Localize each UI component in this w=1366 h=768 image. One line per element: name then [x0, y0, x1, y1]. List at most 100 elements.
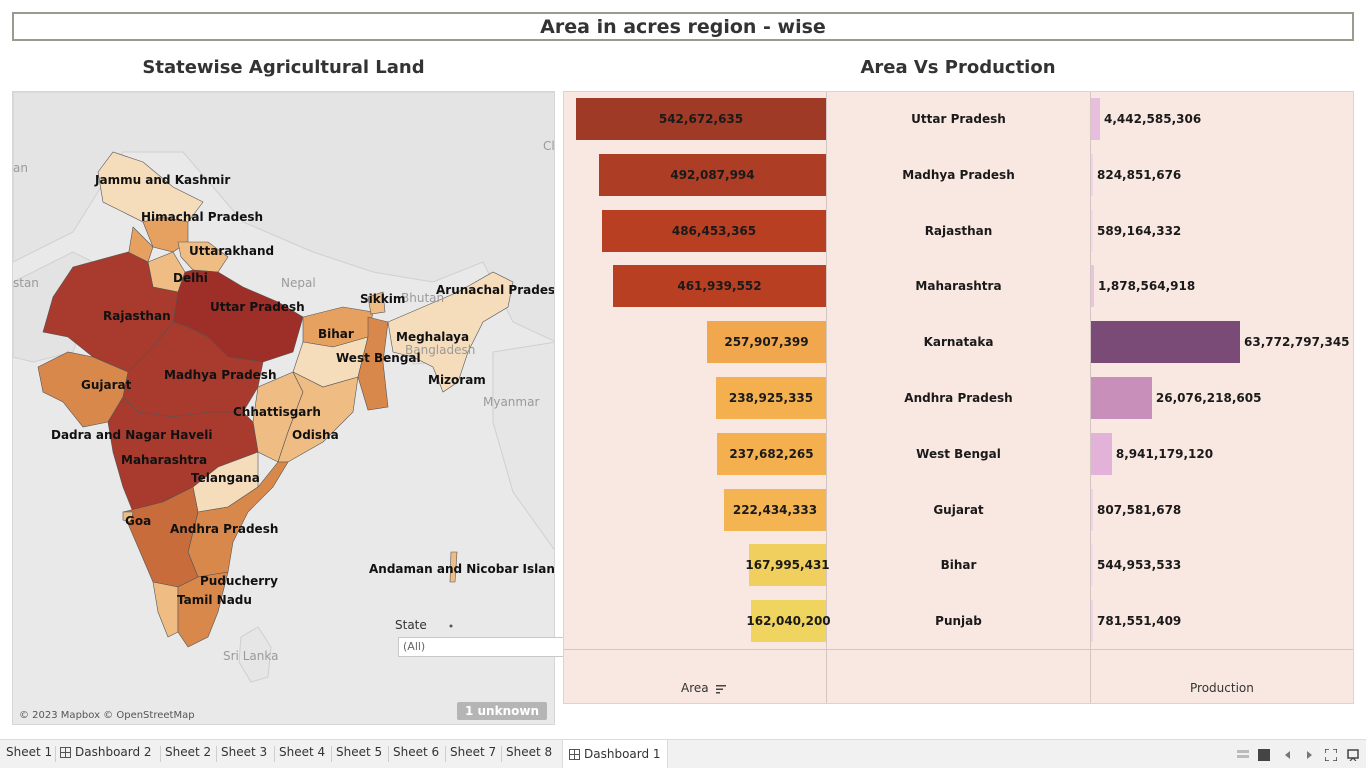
production-bar[interactable]	[1091, 377, 1152, 419]
label-bihar: Bihar	[318, 327, 354, 341]
state-row-label[interactable]: Bihar	[940, 558, 977, 573]
production-bar[interactable]	[1091, 488, 1093, 531]
tab-sheet-8[interactable]: Sheet 8	[506, 745, 552, 759]
label-puducherry: Puducherry	[200, 574, 278, 588]
area-value-label: 486,453,365	[671, 223, 757, 238]
area-bar[interactable]: 461,939,552	[613, 265, 826, 308]
label-chhattisgarh: Chhattisgarh	[233, 405, 321, 419]
area-axis-title[interactable]: Area	[681, 681, 727, 695]
label-bangladesh: Bangladesh	[405, 343, 475, 357]
area-bar[interactable]: 257,907,399	[707, 321, 826, 364]
tab-sheet-4[interactable]: Sheet 4	[279, 745, 325, 759]
area-axis-label: Area	[681, 681, 709, 695]
label-meghalaya: Meghalaya	[396, 330, 469, 344]
tab-dashboard-1[interactable]: Dashboard 1	[562, 740, 668, 768]
production-value-label: 8,941,179,120	[1115, 446, 1214, 461]
label-andaman-and-nicobar: Andaman and Nicobar Islands	[369, 562, 555, 576]
label-myanmar: Myanmar	[483, 395, 539, 409]
tab-label: Sheet 7	[450, 745, 497, 759]
tab-sheet-6[interactable]: Sheet 6	[393, 745, 439, 759]
column-separator-state	[1090, 92, 1091, 703]
state-karnataka[interactable]	[122, 486, 199, 588]
production-bar[interactable]	[1091, 432, 1112, 475]
state-west-bengal[interactable]	[357, 316, 389, 411]
area-bar[interactable]: 492,087,994	[599, 153, 826, 196]
label-sri-lanka: Sri Lanka	[223, 649, 278, 663]
production-bar[interactable]	[1091, 98, 1100, 140]
state-row-label[interactable]: Uttar Pradesh	[911, 112, 1006, 126]
tab-label: Sheet 8	[506, 745, 553, 759]
previous-tab-icon[interactable]	[1282, 749, 1294, 761]
area-value-label: 238,925,335	[728, 391, 814, 405]
state-row-label[interactable]: Punjab	[935, 614, 982, 629]
production-bar[interactable]	[1091, 321, 1240, 364]
production-value-label: 4,442,585,306	[1104, 112, 1202, 126]
tab-sheet-2[interactable]: Sheet 2	[165, 745, 211, 759]
map-copyright[interactable]: © 2023 Mapbox © OpenStreetMap	[19, 710, 195, 721]
production-axis-title[interactable]: Production	[1190, 681, 1254, 695]
state-row-label[interactable]: Andhra Pradesh	[904, 391, 1013, 405]
production-bar[interactable]	[1091, 209, 1093, 252]
label-pakistan: stan	[13, 276, 39, 290]
state-row-label[interactable]: Madhya Pradesh	[902, 167, 1015, 182]
state-odisha[interactable]	[277, 371, 359, 463]
state-row-label[interactable]: Gujarat	[933, 502, 984, 517]
tab-sheet-3[interactable]: Sheet 3	[221, 745, 267, 759]
tab-separator	[331, 746, 332, 762]
area-bar[interactable]: 222,434,333	[724, 488, 826, 531]
state-filter-label: State	[395, 618, 427, 632]
state-row-label[interactable]: Karnataka	[923, 335, 994, 350]
tab-separator	[388, 746, 389, 762]
label-maharashtra: Maharashtra	[121, 453, 207, 467]
area-bar[interactable]: 167,995,431	[745, 544, 830, 587]
area-vs-production-chart[interactable]: 542,672,635 Uttar Pradesh 4,442,585,306 492…	[563, 91, 1354, 704]
label-arunachal-pradesh: Arunachal Pradesh	[436, 283, 555, 297]
production-bar[interactable]	[1091, 600, 1093, 643]
tab-label: Dashboard 2	[75, 745, 152, 759]
tab-dashboard-2[interactable]: Dashboard 2	[60, 745, 152, 759]
production-bar[interactable]	[1091, 544, 1093, 587]
state-row-label[interactable]: Rajasthan	[924, 223, 993, 238]
area-bar[interactable]: 237,682,265	[717, 432, 826, 475]
grid-view-icon[interactable]	[1237, 749, 1249, 761]
production-bar[interactable]	[1091, 153, 1093, 196]
tab-label: Dashboard 1	[584, 747, 661, 761]
unknown-badge[interactable]: 1 unknown	[456, 702, 547, 720]
production-bar[interactable]	[1091, 265, 1094, 308]
label-nepal: Nepal	[281, 276, 316, 290]
state-goa[interactable]	[122, 511, 134, 523]
area-value-label: 222,434,333	[732, 502, 818, 517]
tab-sheet-1[interactable]: Sheet 1	[6, 745, 52, 759]
area-value-label: 542,672,635	[658, 112, 744, 126]
dashboard-icon	[60, 746, 71, 758]
production-value-label: 544,953,533	[1097, 558, 1182, 573]
next-tab-icon[interactable]	[1303, 749, 1315, 761]
label-gujarat: Gujarat	[81, 378, 132, 392]
fit-screen-icon[interactable]	[1325, 749, 1337, 761]
area-bar[interactable]: 162,040,200	[746, 600, 831, 643]
state-sikkim[interactable]	[367, 291, 386, 315]
state-northeast[interactable]	[387, 271, 514, 393]
tab-sheet-5[interactable]: Sheet 5	[336, 745, 382, 759]
area-bar[interactable]: 542,672,635	[576, 98, 826, 140]
tab-sheet-7[interactable]: Sheet 7	[450, 745, 496, 759]
state-row-label[interactable]: West Bengal	[916, 446, 1001, 461]
filmstrip-icon[interactable]	[1258, 749, 1270, 761]
state-kerala[interactable]	[152, 581, 179, 638]
sort-descending-icon[interactable]	[716, 684, 727, 694]
area-bar[interactable]: 486,453,365	[602, 209, 826, 252]
state-tamil-nadu[interactable]	[177, 571, 229, 648]
india-map[interactable]: Nepal Bhutan Bangladesh Myanmar Sri Lank…	[12, 91, 555, 725]
tab-separator	[216, 746, 217, 762]
map-canvas[interactable]: Nepal Bhutan Bangladesh Myanmar Sri Lank…	[13, 92, 555, 725]
area-bar[interactable]: 238,925,335	[716, 377, 826, 419]
label-uttar-pradesh: Uttar Pradesh	[210, 300, 305, 314]
production-value-label: 1,878,564,918	[1098, 279, 1196, 294]
tab-separator	[274, 746, 275, 762]
state-andaman[interactable]	[449, 551, 458, 583]
state-row-label[interactable]: Maharashtra	[915, 279, 1002, 294]
label-dadra-and-nagar-haveli: Dadra and Nagar Haveli	[51, 428, 213, 442]
tab-separator	[445, 746, 446, 762]
presentation-mode-icon[interactable]	[1347, 749, 1359, 761]
label-himachal-pradesh: Himachal Pradesh	[141, 210, 263, 224]
